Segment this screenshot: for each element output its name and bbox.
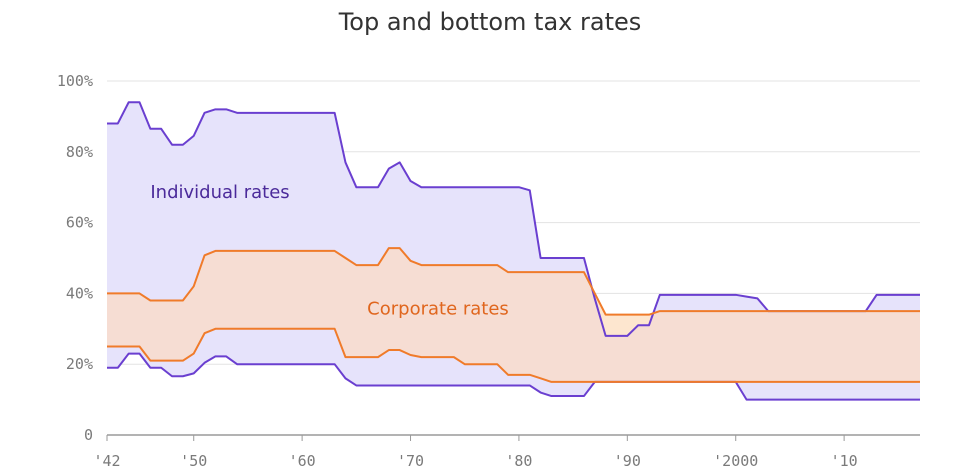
y-tick-label: 80%	[66, 143, 93, 161]
x-tick-label: '42	[93, 452, 120, 470]
y-tick-label: 40%	[66, 284, 93, 302]
corporate-bottom-line	[107, 327, 920, 383]
corporate-top-line	[107, 247, 920, 316]
y-tick-label: 60%	[66, 214, 93, 232]
x-tick-label: '50	[180, 452, 207, 470]
y-tick-label: 20%	[66, 355, 93, 373]
y-tick-label: 0	[84, 426, 93, 444]
x-tick-label: '80	[505, 452, 532, 470]
corporate-rates-area	[107, 248, 920, 382]
individual-bottom-line	[107, 352, 920, 401]
x-tick-label: '10	[831, 452, 858, 470]
axes	[106, 434, 920, 441]
chart-title: Top and bottom tax rates	[338, 8, 642, 36]
y-tick-label: 100%	[57, 72, 93, 90]
x-tick-label: '70	[397, 452, 424, 470]
x-tick-label: '90	[614, 452, 641, 470]
annotation-label: Corporate rates	[367, 299, 509, 320]
annotation-label: Individual rates	[150, 182, 289, 203]
tick-labels: 0 20% 40% 60% 80% 100% '42 '50 '60 '70 '80 '90 '2000…	[57, 72, 858, 470]
individual-top-line	[107, 101, 920, 337]
annotations: Individual rates Corporate rates	[150, 182, 508, 320]
x-tick-label: '60	[289, 452, 316, 470]
x-tick-label: '2000	[713, 452, 758, 470]
series-lines	[107, 101, 920, 401]
areas	[107, 102, 920, 400]
